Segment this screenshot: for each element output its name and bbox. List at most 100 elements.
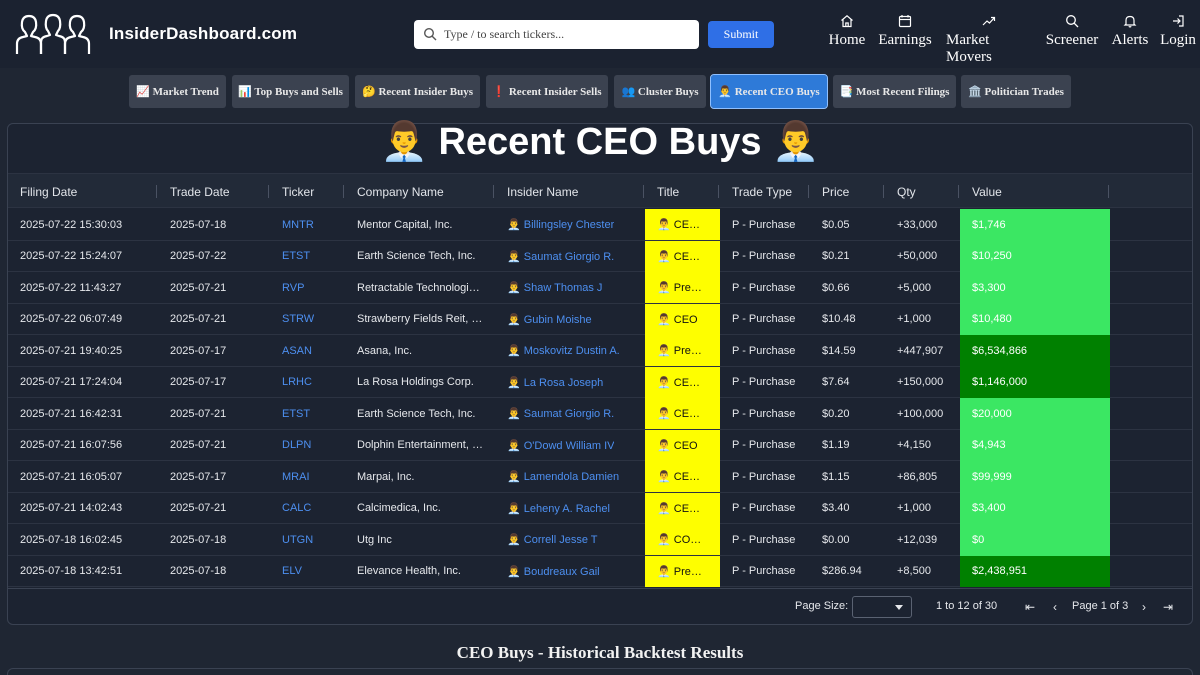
cell-insider-name[interactable]: 👨‍💼 Shaw Thomas J	[507, 282, 603, 294]
cell-insider-name[interactable]: 👨‍💼 Gubin Moishe	[507, 313, 592, 326]
cell-ticker[interactable]: ASAN	[282, 344, 312, 357]
cell-insider-name[interactable]: 👨‍💼 Correll Jesse T	[507, 534, 598, 546]
cell-trade-type: P - Purchase	[732, 250, 796, 262]
tab-politician-trades[interactable]: 🏛️ Politician Trades	[961, 75, 1071, 108]
cell-insider-name[interactable]: 👨‍💼 La Rosa Joseph	[507, 376, 604, 389]
cell-trade-type: P - Purchase	[732, 470, 796, 483]
cell-insider-name[interactable]: 👨‍💼 Saumat Giorgio R.	[507, 408, 615, 420]
column-header-filing-date[interactable]: Filing Date	[20, 184, 78, 199]
tab-recent-ceo-buys[interactable]: 👨‍💼 Recent CEO Buys	[710, 74, 828, 109]
cell-qty: +150,000	[897, 376, 944, 388]
cell-qty: +1,000	[897, 502, 931, 514]
column-divider[interactable]	[883, 185, 884, 198]
cell-ticker[interactable]: RVP	[282, 281, 305, 294]
section-subtitle: CEO Buys - Historical Backtest Results	[456, 643, 744, 662]
cell-qty: +5,000	[897, 281, 931, 294]
column-divider[interactable]	[156, 185, 157, 198]
last-page-icon[interactable]: ⇥	[1162, 600, 1174, 614]
page-size-select[interactable]	[852, 596, 912, 618]
cell-company-name: Earth Science Tech, Inc.	[357, 407, 476, 420]
cell-insider-name[interactable]: 👨‍💼 Lamendola Damien	[507, 471, 620, 483]
nav-login[interactable]: Login	[1160, 14, 1196, 49]
column-header-trade-date[interactable]: Trade Date	[170, 184, 230, 199]
tab-recent-insider-buys[interactable]: 🤔 Recent Insider Buys	[355, 75, 480, 108]
first-page-icon[interactable]: ⇤	[1024, 600, 1036, 614]
cell-ticker[interactable]: ETST	[282, 407, 311, 420]
column-divider[interactable]	[493, 185, 494, 198]
cell-title: 👨‍💼 CEO	[645, 303, 720, 335]
table-row[interactable]: 2025-07-21 19:40:25 2025-07-17 ASAN Asana, …	[8, 335, 1192, 367]
trending-up-icon	[982, 16, 996, 26]
table-row[interactable]: 2025-07-22 15:30:03 2025-07-18 MNTR Mentor …	[8, 209, 1192, 241]
tab-cluster-buys[interactable]: 👥 Cluster Buys	[614, 75, 706, 108]
table-row[interactable]: 2025-07-21 16:07:56 2025-07-21 DLPN Dolphin…	[8, 429, 1192, 461]
tab-recent-insider-sells[interactable]: ❗ Recent Insider Sells	[486, 75, 608, 108]
column-header-title[interactable]: Title	[657, 184, 680, 199]
previous-page-icon[interactable]: ‹	[1053, 600, 1057, 614]
cell-ticker[interactable]: ELV	[282, 565, 302, 577]
cell-ticker[interactable]: STRW	[282, 313, 315, 325]
submit-button[interactable]: Submit	[708, 21, 774, 48]
nav-earnings[interactable]: Earnings	[878, 14, 932, 49]
table-row[interactable]: 2025-07-21 14:02:43 2025-07-21 CALC Calcime…	[8, 492, 1192, 524]
cell-filing-date: 2025-07-18 16:02:45	[20, 533, 123, 546]
tab-market-trend[interactable]: 📈 Market Trend	[129, 75, 226, 108]
nav-screener[interactable]: Screener	[1046, 14, 1098, 49]
search-input[interactable]	[444, 20, 694, 49]
cell-ticker[interactable]: LRHC	[282, 376, 312, 388]
page-title: 👨‍💼 Recent CEO Buys 👨‍💼	[380, 121, 820, 163]
column-divider[interactable]	[268, 185, 269, 198]
cell-ticker[interactable]: MRAI	[282, 470, 310, 483]
column-header-trade-type[interactable]: Trade Type	[732, 184, 793, 199]
column-divider[interactable]	[958, 185, 959, 198]
brand-name[interactable]: InsiderDashboard.com	[109, 24, 298, 43]
cell-ticker[interactable]: MNTR	[282, 218, 314, 231]
logo-icon[interactable]	[8, 12, 100, 56]
column-divider[interactable]	[718, 185, 719, 198]
cell-ticker[interactable]: ETST	[282, 250, 311, 262]
cell-trade-date: 2025-07-17	[170, 344, 227, 357]
column-header-insider-name[interactable]: Insider Name	[507, 184, 579, 199]
cell-insider-name[interactable]: 👨‍💼 O'Dowd William IV	[507, 439, 615, 452]
cell-title: 👨‍💼 CE…	[645, 366, 720, 398]
column-divider[interactable]	[643, 185, 644, 198]
cell-ticker[interactable]: DLPN	[282, 439, 312, 451]
cell-filing-date: 2025-07-21 19:40:25	[20, 344, 123, 357]
tab-top-buys-sells[interactable]: 📊 Top Buys and Sells	[232, 75, 349, 108]
cell-company-name: Retractable Technologie…	[357, 281, 483, 294]
nav-alerts[interactable]: Alerts	[1112, 14, 1148, 49]
column-header-price[interactable]: Price	[822, 184, 850, 199]
table-row[interactable]: 2025-07-21 17:24:04 2025-07-17 LRHC La Rosa…	[8, 366, 1192, 398]
column-header-ticker[interactable]: Ticker	[282, 184, 315, 199]
cell-insider-name[interactable]: 👨‍💼 Moskovitz Dustin A.	[507, 345, 620, 357]
column-divider[interactable]	[808, 185, 809, 198]
column-header-value[interactable]: Value	[972, 184, 1002, 199]
cell-ticker[interactable]: UTGN	[282, 533, 314, 546]
cell-filing-date: 2025-07-21 17:24:04	[20, 376, 123, 388]
cell-insider-name[interactable]: 👨‍💼 Boudreaux Gail	[507, 565, 600, 578]
table-row[interactable]: 2025-07-21 16:05:07 2025-07-17 MRAI Marpai,…	[8, 461, 1192, 493]
table-row[interactable]: 2025-07-21 16:42:31 2025-07-21 ETST Earth S…	[8, 398, 1192, 430]
table-row[interactable]: 2025-07-22 06:07:49 2025-07-21 STRW Strawbe…	[8, 303, 1192, 335]
column-header-qty[interactable]: Qty	[897, 184, 916, 199]
cell-company-name: La Rosa Holdings Corp.	[357, 376, 474, 388]
next-page-icon[interactable]: ›	[1142, 600, 1146, 614]
table-row[interactable]: 2025-07-22 11:43:27 2025-07-21 RVP Retracta…	[8, 272, 1192, 304]
table-row[interactable]: 2025-07-22 15:24:07 2025-07-22 ETST Earth S…	[8, 240, 1192, 272]
column-divider[interactable]	[343, 185, 344, 198]
cell-insider-name[interactable]: 👨‍💼 Leheny A. Rachel	[507, 502, 610, 515]
cell-title: 👨‍💼 CO…	[645, 524, 720, 555]
tab-most-recent-filings[interactable]: 📑 Most Recent Filings	[833, 75, 956, 108]
nav-market-movers[interactable]: Market Movers	[946, 14, 1032, 66]
cell-insider-name[interactable]: 👨‍💼 Billingsley Chester	[507, 219, 615, 231]
cell-insider-name[interactable]: 👨‍💼 Saumat Giorgio R.	[507, 250, 615, 263]
search-box[interactable]	[414, 20, 699, 49]
nav-home[interactable]: Home	[829, 14, 865, 49]
cell-trade-type: P - Purchase	[732, 502, 796, 514]
column-divider[interactable]	[1108, 185, 1109, 198]
table-row[interactable]: 2025-07-18 13:42:51 2025-07-18 ELV Elevance…	[8, 555, 1192, 587]
cell-filing-date: 2025-07-21 14:02:43	[20, 502, 123, 514]
column-header-company-name[interactable]: Company Name	[357, 184, 444, 199]
cell-ticker[interactable]: CALC	[282, 502, 312, 514]
table-row[interactable]: 2025-07-18 16:02:45 2025-07-18 UTGN Utg Inc…	[8, 524, 1192, 556]
